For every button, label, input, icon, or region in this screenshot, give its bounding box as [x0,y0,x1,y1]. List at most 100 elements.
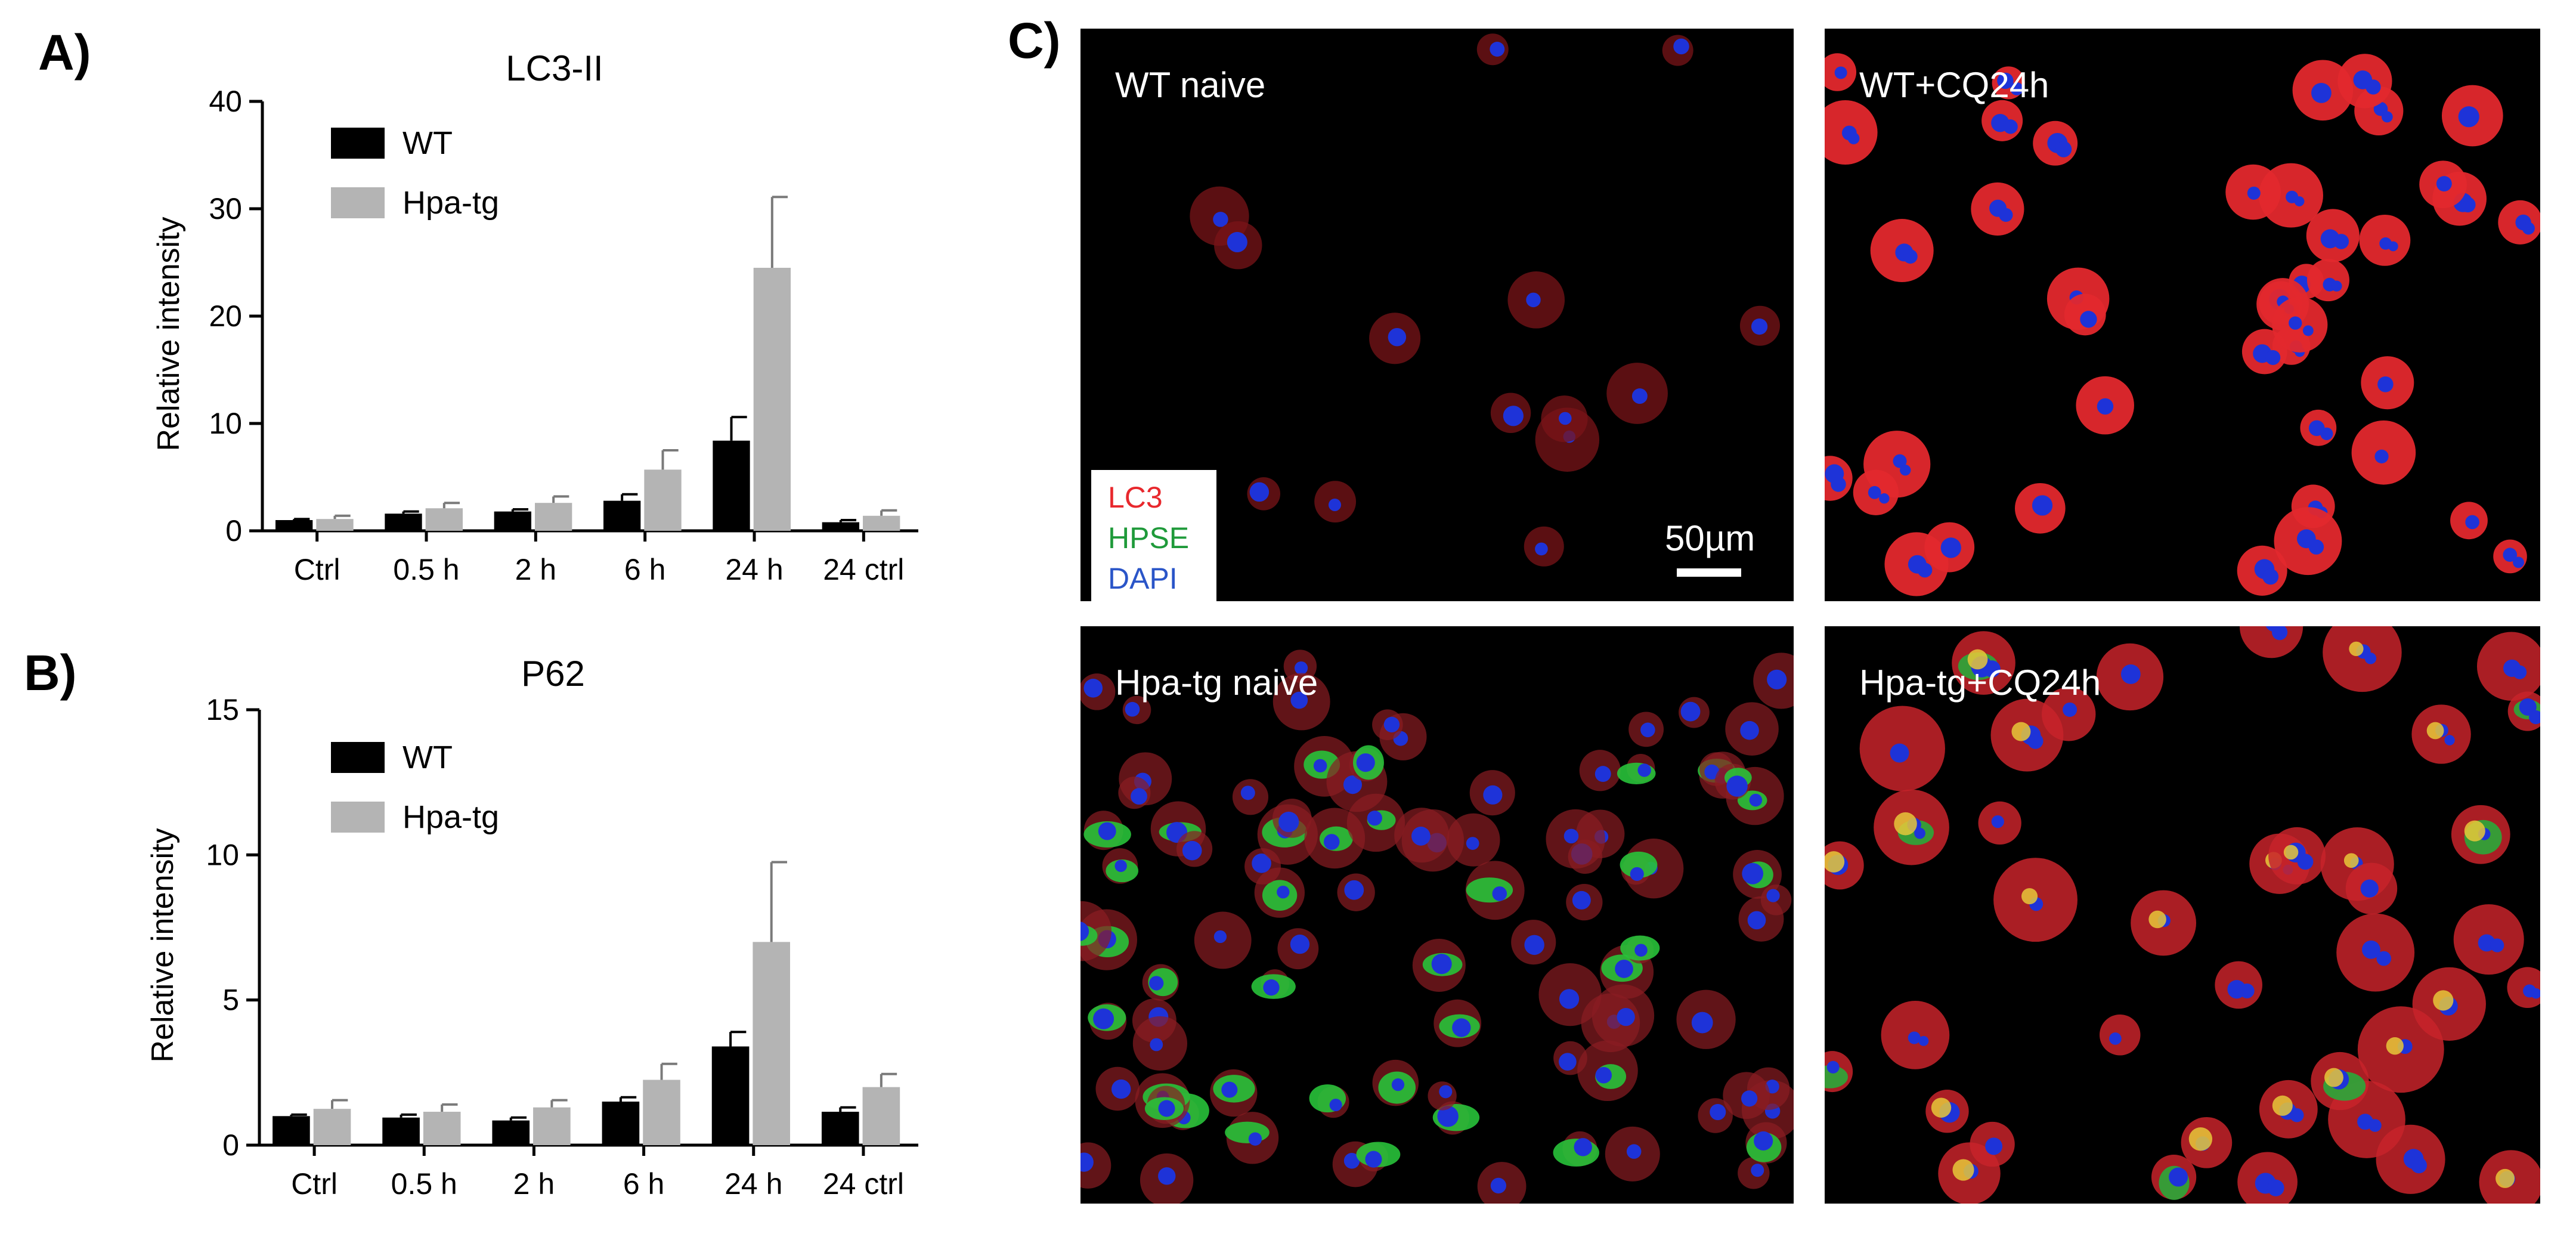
x-tick-label-lc3: 0.5 h [393,553,459,586]
lc3-cell [2323,626,2402,692]
dapi-nucleus [2503,548,2518,562]
bar-lc3-hpa-tg-5 [863,515,900,531]
bar-lc3-hpa-tg-0 [316,519,354,531]
dapi-nucleus [2320,427,2333,440]
colocalization-signal [2343,853,2359,868]
bar-lc3-wt-2 [494,511,531,531]
dapi-nucleus [2271,626,2288,641]
micrograph-label-wt-naive: WT naive [1115,65,1266,105]
stain-lc3: LC3 [1108,481,1163,514]
colocalization-signal [2188,1127,2213,1151]
dapi-nucleus [1559,989,1580,1009]
colocalization-signal [2464,820,2485,842]
legend-swatch-p62-1 [331,802,385,833]
bar-lc3-wt-3 [603,500,641,531]
dapi-nucleus [1182,840,1202,861]
dapi-nucleus [2436,176,2452,192]
dapi-nucleus [1630,867,1644,881]
dapi-nucleus [2458,106,2479,128]
dapi-nucleus [2465,515,2479,530]
dapi-nucleus [1741,1090,1758,1107]
dapi-nucleus [2388,241,2398,252]
y-tick-label-lc3: 30 [209,192,242,225]
dapi-nucleus [1615,960,1633,978]
dapi-nucleus [1150,1038,1163,1051]
dapi-nucleus [2289,316,2302,330]
dapi-nucleus [1158,1100,1175,1117]
dapi-nucleus [1240,785,1255,800]
dapi-nucleus [1093,1008,1114,1029]
dapi-nucleus [1277,885,1290,899]
dapi-nucleus [1466,837,1479,850]
y-tick-label-p62: 0 [222,1128,239,1162]
dapi-nucleus [1329,1099,1342,1112]
dapi-nucleus [1213,930,1227,944]
dapi-nucleus [2411,1157,2428,1174]
micrograph-label-wt-cq: WT+CQ24h [1859,65,2049,105]
dapi-nucleus [2381,111,2393,123]
dapi-nucleus [2239,983,2255,998]
dapi-nucleus [1503,406,1524,426]
dapi-nucleus [1704,764,1720,780]
legend-label-p62-0: WT [402,740,453,775]
dapi-nucleus [2120,664,2141,684]
dapi-nucleus [2290,1108,2304,1122]
bar-p62-hpa-tg-1 [423,1112,461,1145]
lc3-cell [1080,901,1111,961]
x-tick-label-lc3: Ctrl [294,553,340,586]
lc3-cell [2507,967,2540,1008]
dapi-nucleus [1740,720,1759,740]
dapi-nucleus [2080,311,2097,328]
dapi-nucleus [1343,775,1363,794]
bar-lc3-wt-1 [385,514,422,531]
colocalization-signal [2324,1068,2343,1087]
bar-lc3-wt-4 [713,440,750,531]
dapi-nucleus [1391,1078,1405,1091]
y-tick-label-p62: 10 [206,838,239,871]
bar-lc3-hpa-tg-1 [425,508,463,531]
dapi-nucleus [2055,141,2072,157]
dapi-nucleus [1918,1035,1929,1046]
dapi-nucleus [1826,1060,1840,1074]
dapi-nucleus [1313,759,1327,773]
dapi-nucleus [2169,1167,2188,1187]
scale-bar-label: 50µm [1665,518,1755,558]
dapi-nucleus [1535,542,1548,556]
colocalization-signal [2011,722,2031,741]
panel-letter-b: B) [24,645,77,701]
bar-p62-hpa-tg-0 [313,1109,351,1145]
dapi-nucleus [1439,1085,1453,1099]
micrograph-label-hpa-naive: Hpa-tg naive [1115,663,1318,703]
x-tick-label-p62: 6 h [623,1167,665,1201]
dapi-nucleus [1098,822,1116,840]
dapi-nucleus [1985,1137,2003,1155]
colocalization-signal [1825,851,1845,873]
dapi-nucleus [1083,679,1103,698]
bar-lc3-hpa-tg-4 [753,268,791,531]
dapi-nucleus [1367,811,1382,826]
dapi-nucleus [1131,788,1147,805]
y-axis-label-lc3: Relative intensity [151,217,186,451]
dapi-nucleus [1559,1053,1577,1071]
dapi-nucleus [2032,495,2053,516]
dapi-nucleus [1751,318,1768,335]
micrograph-wt-cq: WT+CQ24h [1825,29,2540,601]
dapi-nucleus [1213,212,1228,227]
dapi-nucleus [1388,328,1407,347]
dapi-nucleus [2376,951,2392,966]
dapi-nucleus [1558,412,1572,425]
micrograph-wt-naive-image [1190,33,1780,567]
dapi-nucleus [1227,231,1247,253]
dapi-nucleus [1893,454,1907,468]
x-tick-label-p62: Ctrl [291,1167,338,1201]
bar-p62-hpa-tg-4 [753,942,790,1145]
colocalization-signal [1894,812,1917,836]
dapi-nucleus [1983,660,2001,678]
chart-lc3: 0 10 20 30 40 LC3-II Relative intensity Ctrl 0.5… [151,48,918,586]
hpse-signal [1620,851,1658,878]
legend-label-lc3-0: WT [402,125,453,161]
micrograph-hpa-cq-image [1825,626,2540,1204]
dapi-nucleus [1751,1164,1764,1177]
dapi-nucleus [1595,1067,1612,1084]
dapi-nucleus [1080,1152,1094,1172]
